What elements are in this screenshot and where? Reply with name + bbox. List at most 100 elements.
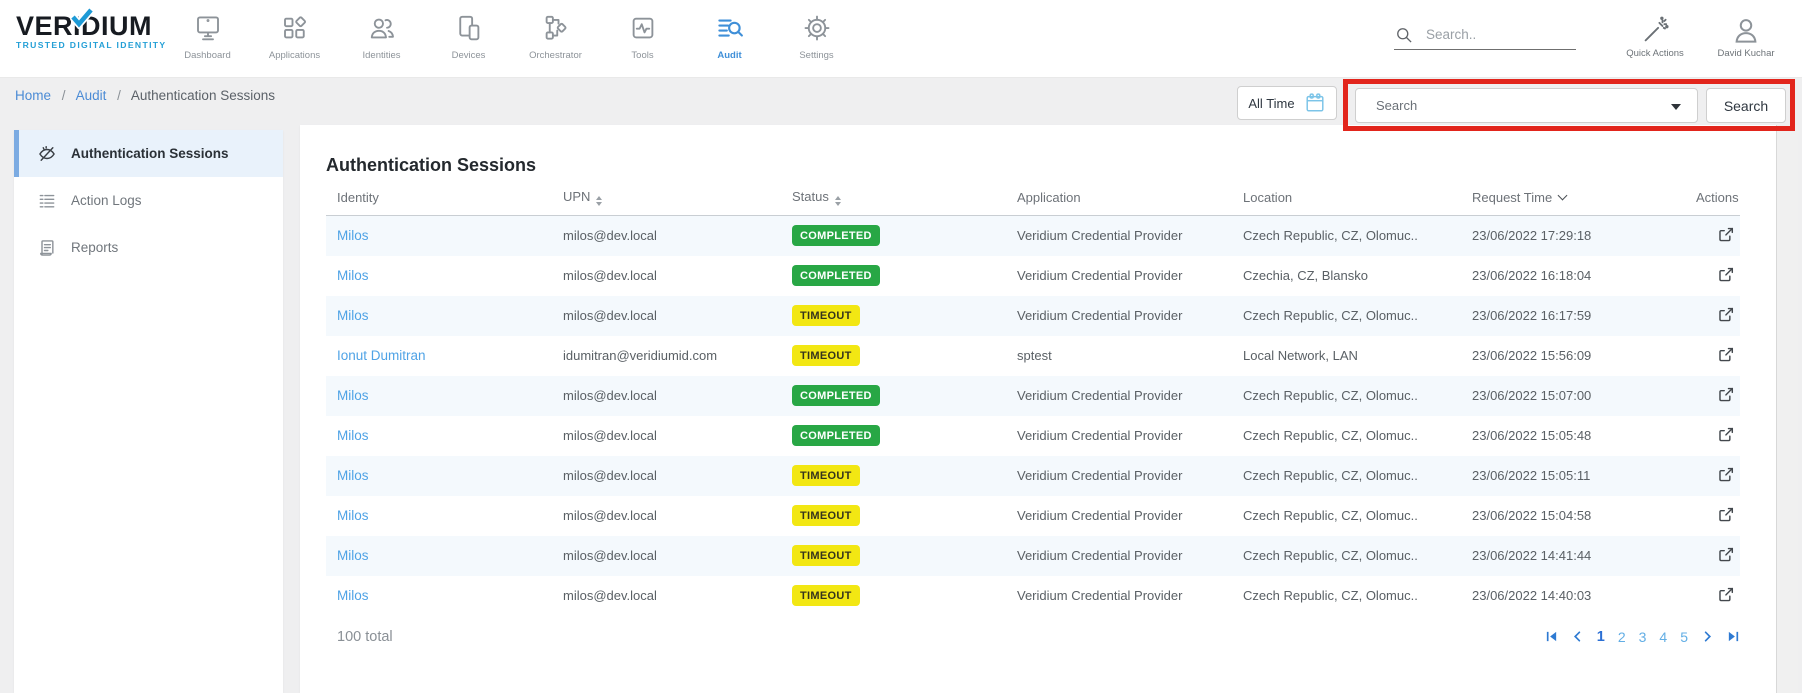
pagination-page-5[interactable]: 5: [1680, 628, 1688, 645]
open-session-icon[interactable]: [1717, 266, 1734, 283]
request-time-cell: 23/06/2022 16:17:59: [1472, 308, 1592, 323]
page-title: Authentication Sessions: [326, 155, 537, 175]
request-time-cell: 23/06/2022 14:40:03: [1472, 588, 1592, 603]
upn-cell: milos@dev.local: [563, 548, 657, 563]
identity-link[interactable]: Milos: [337, 268, 369, 283]
topnav-item-orchestrator[interactable]: Orchestrator: [512, 9, 599, 61]
topnav-item-label: Devices: [451, 50, 486, 61]
logo-tagline: TRUSTED DIGITAL IDENTITY: [16, 40, 167, 50]
application-cell: Veridium Credential Provider: [1017, 388, 1183, 403]
orchestrator-icon: [541, 9, 571, 47]
application-cell: Veridium Credential Provider: [1017, 548, 1183, 563]
identity-link[interactable]: Ionut Dumitran: [337, 348, 426, 363]
column-label: Actions: [1696, 190, 1739, 205]
session-row: Milos milos@dev.local TIMEOUT Veridium Cred…: [326, 576, 1740, 616]
topnav-item-identities[interactable]: Identities: [338, 9, 425, 61]
column-header-application: Application: [1006, 189, 1232, 216]
session-row: Milos milos@dev.local TIMEOUT Veridium Cred…: [326, 496, 1740, 536]
sort-updown-icon: [834, 196, 841, 206]
sidebar-item-label: Authentication Sessions: [71, 146, 229, 161]
column-label: UPN: [563, 189, 591, 204]
request-time-cell: 23/06/2022 15:05:48: [1472, 428, 1592, 443]
pagination-page-4[interactable]: 4: [1659, 628, 1668, 645]
application-cell: Veridium Credential Provider: [1017, 468, 1183, 483]
identity-link[interactable]: Milos: [337, 308, 369, 323]
vertical-scrollbar[interactable]: [1776, 125, 1798, 693]
quick-actions-button[interactable]: Quick Actions: [1610, 10, 1700, 59]
open-session-icon[interactable]: [1717, 386, 1734, 403]
upn-cell: milos@dev.local: [563, 228, 657, 244]
location-cell: Czech Republic, CZ, Olomuc..: [1243, 228, 1418, 244]
veridium-logo[interactable]: VERIDIUM TRUSTED DIGITAL IDENTITY: [16, 7, 196, 50]
identity-link[interactable]: Milos: [337, 468, 369, 483]
breadcrumb-separator: /: [61, 88, 66, 103]
user-name-label: David Kuchar: [1717, 48, 1775, 59]
pagination-page-2[interactable]: 2: [1617, 628, 1626, 645]
sidebar-item-authentication-sessions[interactable]: Authentication Sessions: [14, 130, 283, 177]
pagination-prev-button[interactable]: [1571, 630, 1584, 643]
open-session-icon[interactable]: [1717, 426, 1734, 443]
eye-slash-icon: [37, 144, 57, 164]
logo-checkmark-icon: [69, 7, 95, 29]
status-badge: COMPLETED: [792, 265, 880, 286]
topnav-item-label: Identities: [362, 50, 401, 61]
open-session-icon[interactable]: [1717, 306, 1734, 323]
open-session-icon[interactable]: [1717, 586, 1734, 603]
identity-link[interactable]: Milos: [337, 508, 369, 523]
breadcrumb-audit-link[interactable]: Audit: [75, 88, 107, 103]
global-search-placeholder: Search..: [1426, 27, 1477, 42]
breadcrumb-home-link[interactable]: Home: [15, 88, 52, 103]
open-session-icon[interactable]: [1717, 466, 1734, 483]
topnav-item-label: Orchestrator: [529, 50, 582, 61]
topnav-item-applications[interactable]: Applications: [251, 9, 338, 61]
session-row: Milos milos@dev.local COMPLETED Veridium Cr…: [326, 375, 1740, 416]
identity-link[interactable]: Milos: [337, 228, 369, 244]
open-session-icon[interactable]: [1717, 506, 1734, 523]
session-row: Milos milos@dev.local COMPLETED Veridium Cr…: [326, 416, 1740, 456]
global-search-input[interactable]: Search..: [1394, 20, 1576, 50]
request-time-cell: 23/06/2022 15:04:58: [1472, 508, 1592, 523]
location-cell: Local Network, LAN: [1243, 348, 1358, 363]
session-row: Milos milos@dev.local TIMEOUT Veridium Cred…: [326, 455, 1740, 496]
open-session-icon[interactable]: [1717, 546, 1734, 563]
sidebar-item-label: Action Logs: [71, 193, 142, 208]
main-content-card: Authentication Sessions Identity UPN Statu…: [300, 125, 1776, 693]
location-cell: Czech Republic, CZ, Olomuc..: [1243, 308, 1418, 323]
topnav-item-settings[interactable]: Settings: [773, 9, 860, 61]
topnav-item-devices[interactable]: Devices: [425, 9, 512, 61]
status-badge: TIMEOUT: [792, 465, 860, 486]
sidebar-item-action-logs[interactable]: Action Logs: [14, 177, 283, 224]
calendar-icon: [1306, 93, 1324, 112]
identity-link[interactable]: Milos: [337, 588, 369, 603]
pagination-last-button[interactable]: [1727, 630, 1740, 643]
topnav-item-tools[interactable]: Tools: [599, 9, 686, 61]
identity-link[interactable]: Milos: [337, 428, 369, 443]
sort-desc-icon: [1557, 190, 1568, 201]
upn-cell: milos@dev.local: [563, 388, 657, 403]
pagination-first-button[interactable]: [1545, 630, 1558, 643]
column-header-request-time[interactable]: Request Time: [1461, 189, 1685, 216]
location-cell: Czech Republic, CZ, Olomuc..: [1243, 468, 1418, 483]
sidebar-item-reports[interactable]: Reports: [14, 224, 283, 271]
time-range-filter-button[interactable]: All Time: [1237, 86, 1337, 120]
pagination-next-button[interactable]: [1701, 630, 1714, 643]
session-row: Milos milos@dev.local COMPLETED Veridium Cr…: [326, 256, 1740, 296]
status-badge: TIMEOUT: [792, 345, 860, 366]
quick-actions-label: Quick Actions: [1626, 48, 1684, 59]
audit-search-dropdown[interactable]: Search: [1355, 88, 1698, 123]
identity-link[interactable]: Milos: [337, 388, 369, 403]
column-header-status[interactable]: Status: [781, 189, 1006, 216]
pagination-page-3[interactable]: 3: [1638, 628, 1647, 645]
identity-link[interactable]: Milos: [337, 548, 369, 563]
open-session-icon[interactable]: [1717, 346, 1734, 363]
column-header-upn[interactable]: UPN: [552, 189, 781, 216]
topnav-item-audit[interactable]: Audit: [686, 9, 773, 61]
topnav-item-dashboard[interactable]: Dashboard: [164, 9, 251, 61]
open-session-icon[interactable]: [1717, 226, 1734, 243]
search-submit-button[interactable]: Search: [1706, 88, 1786, 123]
user-menu-button[interactable]: David Kuchar: [1706, 10, 1786, 59]
pagination-page-1[interactable]: 1: [1596, 628, 1605, 645]
dashboard-icon: [193, 9, 223, 47]
